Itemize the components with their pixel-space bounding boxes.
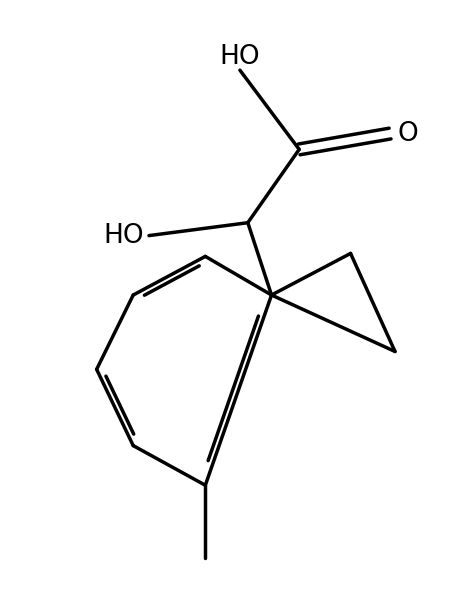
- Text: HO: HO: [103, 223, 144, 248]
- Text: O: O: [397, 121, 418, 146]
- Text: HO: HO: [219, 44, 260, 70]
